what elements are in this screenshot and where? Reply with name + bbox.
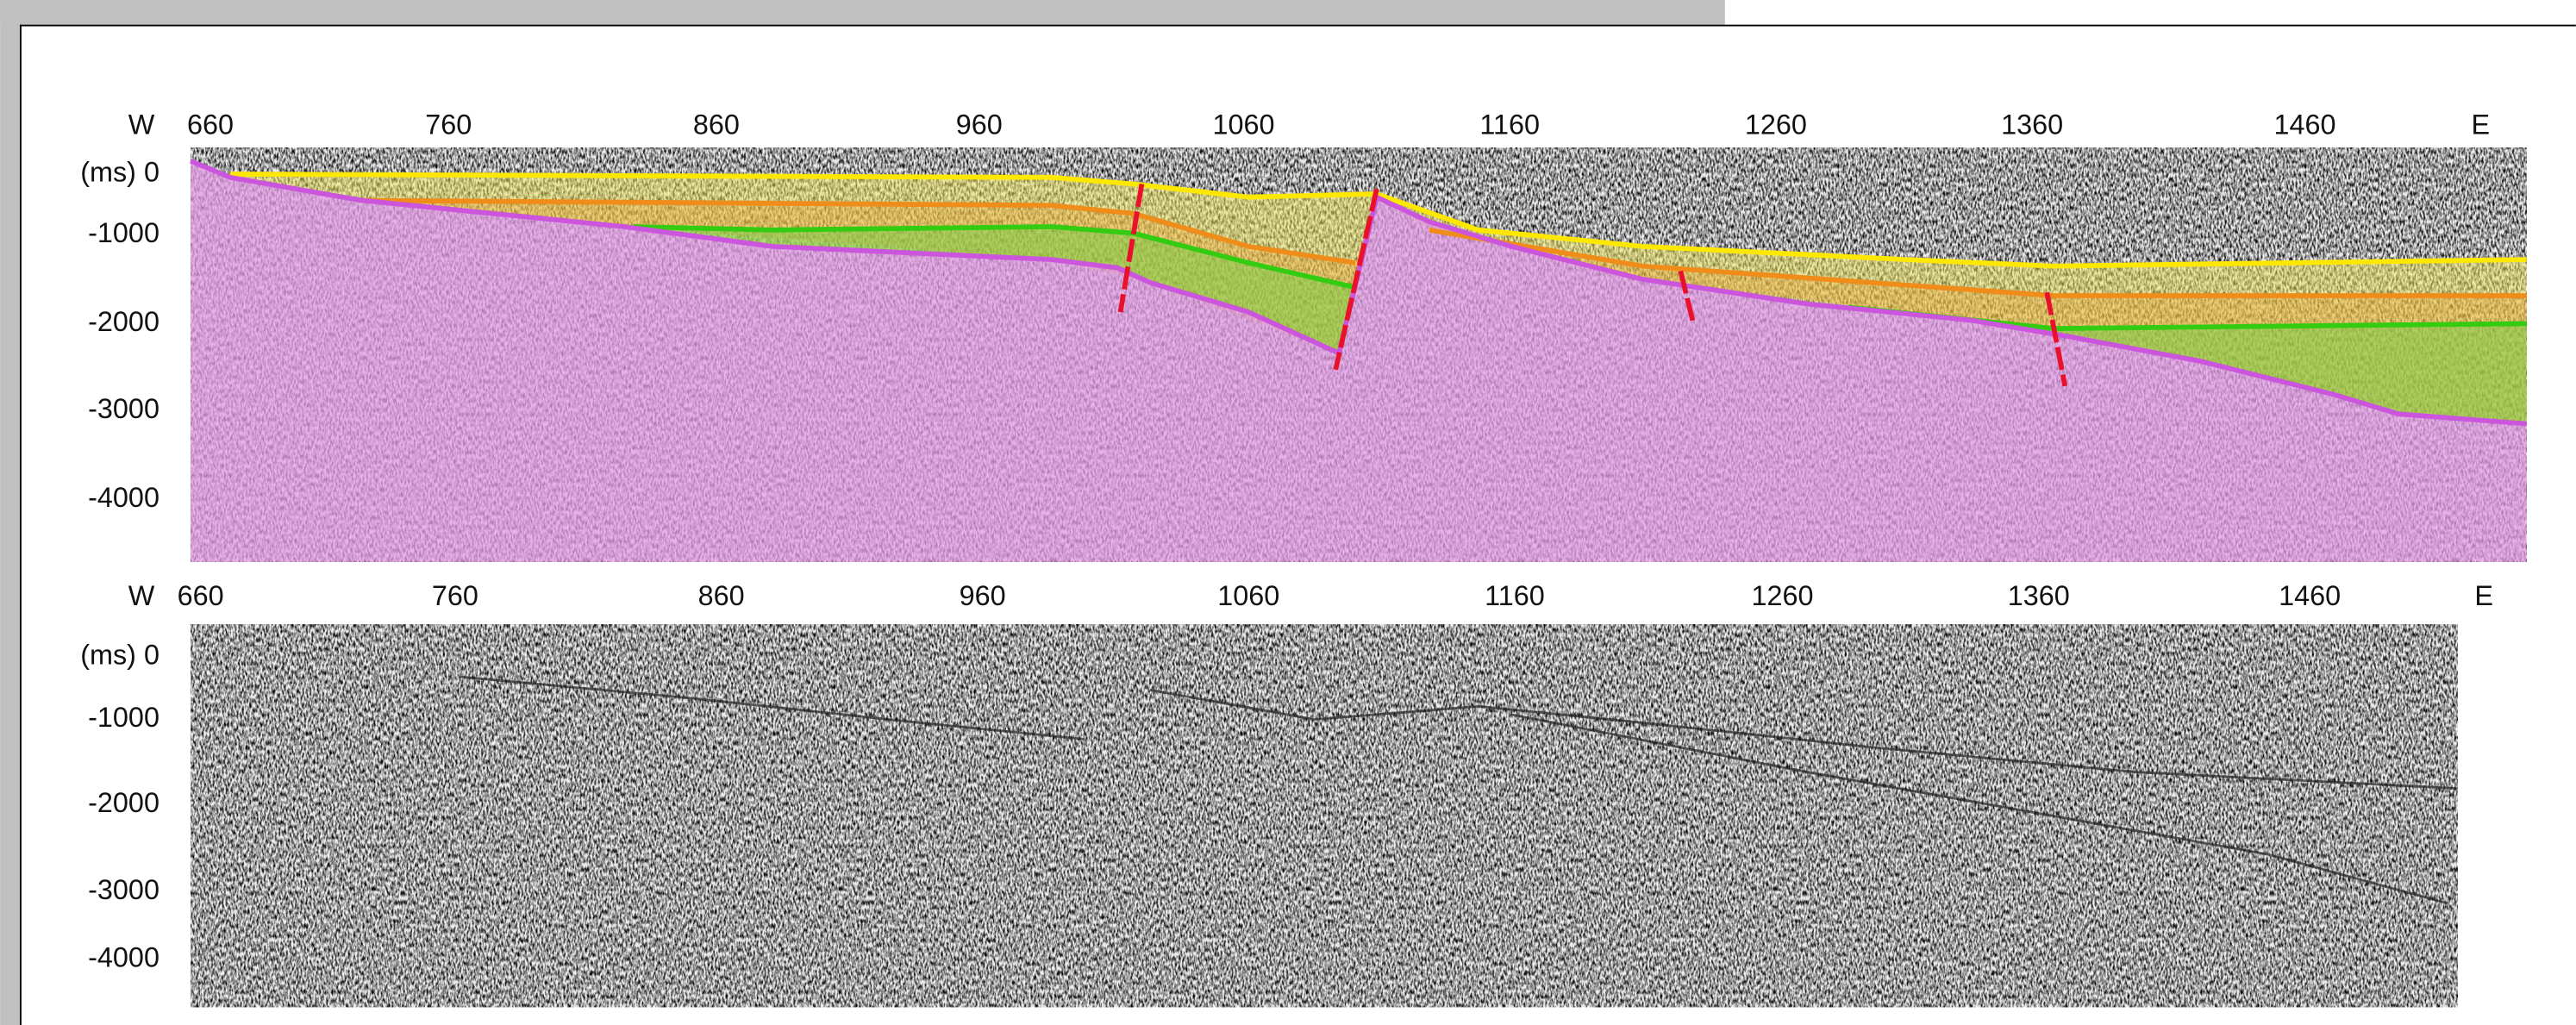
x-tick-label: 1160 — [1479, 109, 1540, 140]
seismic-panel-top — [190, 147, 2527, 562]
frame-gray — [0, 0, 1725, 25]
direction-label: W — [128, 580, 155, 611]
x-tick-label: 1260 — [1752, 580, 1814, 611]
y-tick-label: -1000 — [88, 702, 159, 733]
x-tick-label: 1460 — [2273, 109, 2335, 140]
direction-label: W — [128, 109, 155, 140]
x-tick-label: 660 — [178, 580, 224, 611]
frame-gray — [0, 0, 20, 1025]
x-tick-label: 760 — [425, 109, 472, 140]
seismic-panel-bottom — [191, 624, 2458, 1008]
direction-label: E — [2472, 109, 2491, 140]
x-tick-label: 760 — [432, 580, 478, 611]
x-tick-label: 1060 — [1213, 109, 1275, 140]
x-tick-label: 1160 — [1485, 580, 1545, 611]
y-tick-label: (ms) 0 — [80, 157, 159, 188]
x-tick-label: 660 — [187, 109, 234, 140]
y-tick-label: -4000 — [88, 482, 159, 513]
x-tick-label: 1060 — [1217, 580, 1279, 611]
x-tick-label: 960 — [956, 109, 1003, 140]
x-tick-label: 1460 — [2279, 580, 2341, 611]
y-tick-label: -4000 — [88, 941, 159, 972]
y-tick-label: -2000 — [88, 787, 159, 818]
y-tick-label: -1000 — [88, 217, 159, 248]
y-tick-label: (ms) 0 — [80, 640, 159, 671]
x-tick-label: 860 — [693, 109, 740, 140]
x-tick-label: 1360 — [2001, 109, 2063, 140]
y-tick-label: -2000 — [88, 306, 159, 337]
y-tick-label: -3000 — [88, 874, 159, 905]
x-tick-label: 860 — [698, 580, 745, 611]
y-tick-label: -3000 — [88, 393, 159, 424]
x-tick-label: 1360 — [2008, 580, 2070, 611]
axis-labels: W E 660 760 860 960 1060 1160 1260 1360 1460 (ms) 0… — [80, 109, 2493, 972]
x-tick-label: 1260 — [1745, 109, 1807, 140]
x-tick-label: 960 — [960, 580, 1006, 611]
direction-label: E — [2474, 580, 2493, 611]
